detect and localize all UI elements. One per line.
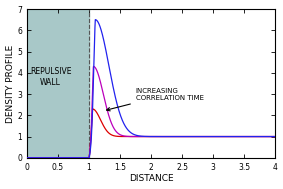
Bar bbox=[27, 9, 89, 158]
Text: REPULSIVE
WALL: REPULSIVE WALL bbox=[30, 67, 71, 87]
Y-axis label: DENSITY PROFILE: DENSITY PROFILE bbox=[6, 44, 14, 122]
Text: INCREASING
CORRELATION TIME: INCREASING CORRELATION TIME bbox=[107, 88, 203, 111]
X-axis label: DISTANCE: DISTANCE bbox=[129, 174, 173, 184]
